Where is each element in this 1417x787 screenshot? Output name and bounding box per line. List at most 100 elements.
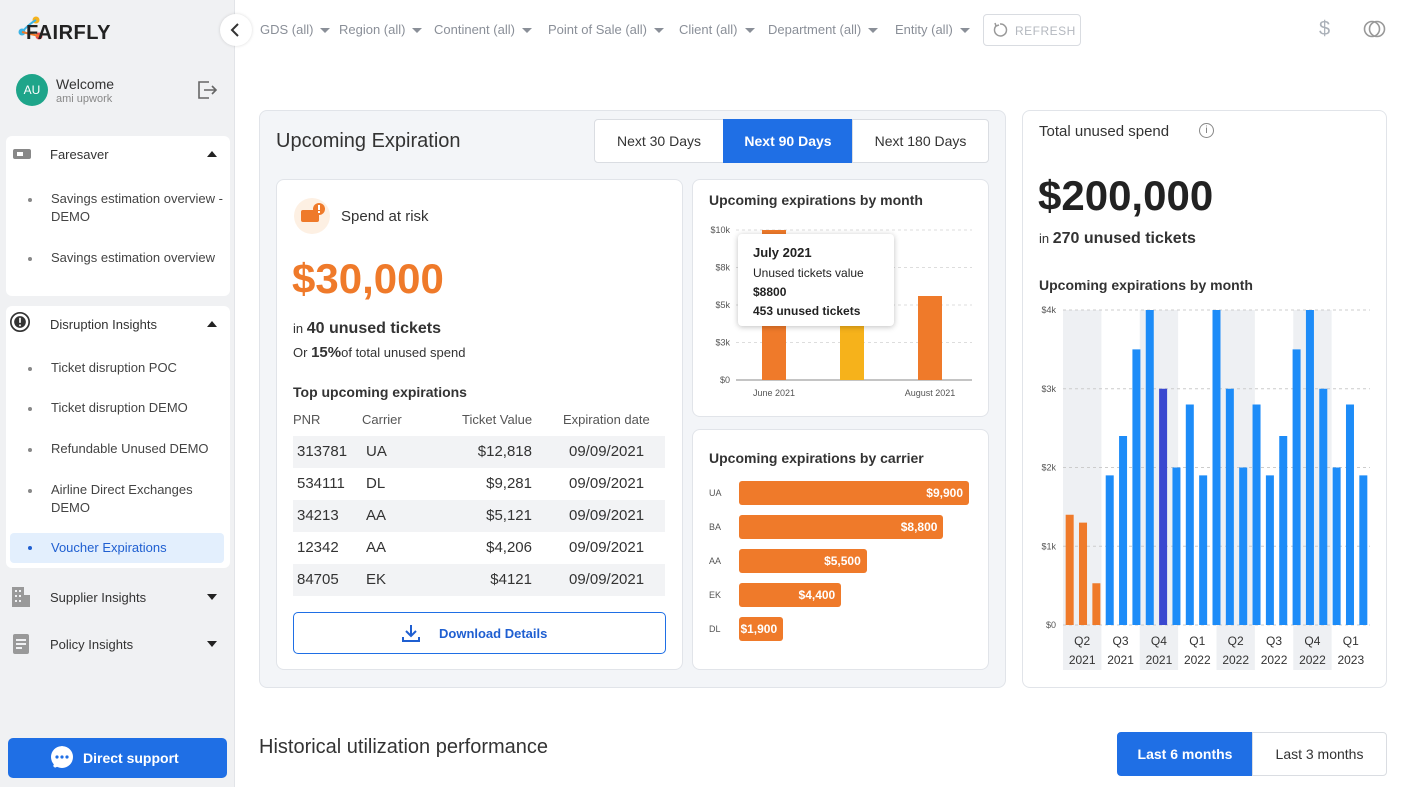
cell-expiration-date: 09/09/2021 <box>569 539 645 556</box>
bar-month-10[interactable] <box>1199 475 1208 625</box>
bar-month-21[interactable] <box>1345 404 1354 626</box>
col-header-ticket-value: Ticket Value <box>462 412 533 427</box>
filter-gds[interactable]: GDS (all) <box>260 22 331 37</box>
sidebar-item-savings-demo[interactable]: Savings estimation overview - DEMO <box>10 190 224 226</box>
direct-support-button[interactable]: Direct support <box>8 738 227 778</box>
bar-month-0[interactable] <box>1065 514 1074 625</box>
filter-region[interactable]: Region (all) <box>339 22 423 37</box>
user-welcome: AU Welcome ami upwork <box>16 74 226 110</box>
y-tick-label: $3k <box>715 338 730 348</box>
disruption-icon <box>10 312 30 332</box>
bar-month-14[interactable] <box>1252 404 1261 626</box>
bar-august-2021[interactable] <box>918 296 942 380</box>
bar-month-20[interactable] <box>1332 467 1341 626</box>
nav-disruption-header[interactable]: Disruption Insights <box>6 306 230 342</box>
chevron-down-icon <box>207 641 217 647</box>
tooltip-tickets: 453 unused tickets <box>753 304 861 318</box>
currency-toggle[interactable]: $ <box>1319 18 1331 40</box>
nav-policy-label: Policy Insights <box>50 637 134 652</box>
nav-policy-header[interactable]: Policy Insights <box>6 626 230 662</box>
bar-month-7[interactable] <box>1159 388 1168 625</box>
nav-supplier-label: Supplier Insights <box>50 590 147 605</box>
chart-quarterly-title: Upcoming expirations by month <box>1039 277 1253 293</box>
col-header-pnr: PNR <box>293 412 321 427</box>
refresh-button[interactable]: REFRESH <box>983 14 1081 46</box>
chevron-down-icon <box>320 28 331 34</box>
view-toggle-icon[interactable] <box>1363 20 1387 38</box>
cell-expiration-date: 09/09/2021 <box>569 507 645 524</box>
bar-month-6[interactable] <box>1145 310 1154 625</box>
total-unused-title: Total unused spend <box>1039 123 1170 140</box>
table-row: 313781 UA $12,818 09/09/2021 <box>293 436 665 468</box>
bar-carrier-ba[interactable]: $8,800 <box>739 515 944 539</box>
bar-carrier-aa[interactable]: $5,500 <box>739 549 867 573</box>
cell-pnr: 313781 <box>297 443 348 460</box>
range-next-180[interactable]: Next 180 Days <box>852 119 989 163</box>
bar-month-12[interactable] <box>1225 388 1234 625</box>
x-tick-label: 2022 <box>1299 653 1326 667</box>
bar-carrier-ua[interactable]: $9,900 <box>739 481 969 505</box>
bar-month-15[interactable] <box>1265 475 1274 625</box>
chart-month-title: Upcoming expirations by month <box>709 192 923 208</box>
cell-carrier: AA <box>366 507 387 524</box>
bar-month-9[interactable] <box>1185 404 1194 626</box>
bar-month-2[interactable] <box>1092 583 1101 625</box>
welcome-text: Welcome <box>56 76 115 92</box>
bar-month-8[interactable] <box>1172 467 1181 626</box>
filter-continent[interactable]: Continent (all) <box>434 22 532 37</box>
cell-ticket-value: $12,818 <box>477 443 532 460</box>
x-tick-label: Q4 <box>1304 634 1320 648</box>
sidebar-item-savings[interactable]: Savings estimation overview <box>10 249 224 267</box>
chevron-down-icon <box>959 28 970 34</box>
bar-carrier-dl[interactable]: $1,900 <box>739 617 784 641</box>
filter-point-of-sale[interactable]: Point of Sale (all) <box>548 22 664 37</box>
table-row: 12342 AA $4,206 09/09/2021 <box>293 532 665 564</box>
bar-month-3[interactable] <box>1105 475 1114 625</box>
bar-month-11[interactable] <box>1212 310 1221 625</box>
x-tick-label: 2021 <box>1146 653 1173 667</box>
cell-expiration-date: 09/09/2021 <box>569 571 645 588</box>
filter-client[interactable]: Client (all) <box>679 22 755 37</box>
bar-carrier-ek[interactable]: $4,400 <box>739 583 842 607</box>
chart-tooltip: July 2021 Unused tickets value $8800 453… <box>738 234 894 326</box>
logout-icon[interactable] <box>196 80 218 100</box>
sidebar-item-airline-direct[interactable]: Airline Direct Exchanges DEMO <box>10 481 224 517</box>
cell-pnr: 34213 <box>297 507 339 524</box>
bar-month-13[interactable] <box>1239 467 1248 626</box>
carrier-label: BA <box>709 522 722 532</box>
nav-faresaver-header[interactable]: Faresaver <box>6 136 230 172</box>
bar-month-19[interactable] <box>1319 388 1328 625</box>
cell-pnr: 534111 <box>297 475 345 492</box>
sidebar: FAIRFLY AU Welcome ami upwork Faresaver … <box>0 0 235 787</box>
x-tick-label: Q3 <box>1266 634 1282 648</box>
bar-month-17[interactable] <box>1292 349 1301 625</box>
bar-month-16[interactable] <box>1279 436 1288 625</box>
sidebar-item-refundable[interactable]: Refundable Unused DEMO <box>10 440 224 458</box>
upcoming-expiration-title: Upcoming Expiration <box>276 130 461 152</box>
y-tick-label: $8k <box>715 263 730 273</box>
sidebar-item-ticket-demo[interactable]: Ticket disruption DEMO <box>10 399 224 417</box>
bar-month-4[interactable] <box>1119 436 1128 625</box>
collapse-sidebar-button[interactable] <box>220 14 252 46</box>
range-next-30[interactable]: Next 30 Days <box>594 119 724 163</box>
bar-month-5[interactable] <box>1132 349 1141 625</box>
bar-month-18[interactable] <box>1305 310 1314 625</box>
filter-department[interactable]: Department (all) <box>768 22 879 37</box>
bar-month-22[interactable] <box>1359 475 1368 625</box>
filter-entity[interactable]: Entity (all) <box>895 22 970 37</box>
range-last-3-months[interactable]: Last 3 months <box>1252 732 1387 776</box>
download-details-button[interactable]: Download Details <box>293 612 666 654</box>
info-icon[interactable]: i <box>1199 123 1214 138</box>
cell-expiration-date: 09/09/2021 <box>569 443 645 460</box>
y-tick-label: $10k <box>710 225 730 235</box>
carrier-label: AA <box>709 556 722 566</box>
bar-month-1[interactable] <box>1079 522 1088 625</box>
cell-pnr: 12342 <box>297 539 339 556</box>
range-next-90[interactable]: Next 90 Days <box>723 119 853 163</box>
avatar[interactable]: AU <box>16 74 48 106</box>
y-tick-label: $5k <box>715 300 730 310</box>
range-last-6-months[interactable]: Last 6 months <box>1117 732 1253 776</box>
sidebar-item-ticket-poc[interactable]: Ticket disruption POC <box>10 359 224 377</box>
nav-supplier-header[interactable]: Supplier Insights <box>6 579 230 615</box>
sidebar-item-voucher[interactable]: Voucher Expirations <box>10 533 224 563</box>
